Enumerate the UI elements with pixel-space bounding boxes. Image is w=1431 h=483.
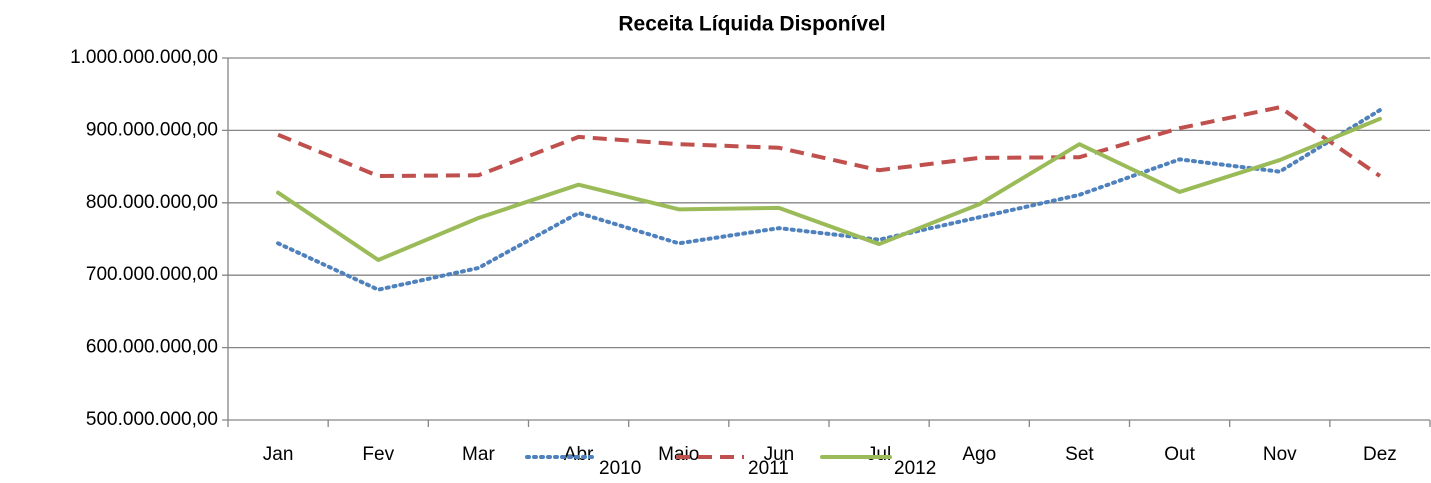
series-line <box>277 105 1382 179</box>
x-tick-label: Maio <box>658 444 699 465</box>
x-tick-label: Fev <box>362 444 394 465</box>
y-tick-label: 800.000.000,00 <box>86 192 218 213</box>
y-tick-label: 700.000.000,00 <box>86 264 218 285</box>
legend-label: 2012 <box>894 458 936 479</box>
chart-title: Receita Líquida Disponível <box>618 13 885 36</box>
y-tick-label: 600.000.000,00 <box>86 337 218 358</box>
x-tick-label: Nov <box>1263 444 1297 465</box>
y-tick-label: 1.000.000.000,00 <box>70 47 218 68</box>
y-tick-label: 900.000.000,00 <box>86 119 218 140</box>
x-tick-label: Abr <box>564 444 594 465</box>
legend-label: 2010 <box>599 458 641 479</box>
legend-label: 2011 <box>748 458 789 479</box>
x-tick-label: Jan <box>263 444 294 465</box>
x-tick-label: Ago <box>962 444 996 465</box>
x-tick-label: Jun <box>764 444 795 465</box>
y-tick-label: 500.000.000,00 <box>86 409 218 430</box>
x-tick-label: Dez <box>1363 444 1397 465</box>
x-tick-label: Out <box>1164 444 1195 465</box>
series-line <box>276 116 1382 262</box>
x-tick-label: Jul <box>867 444 891 465</box>
x-tick-label: Set <box>1065 444 1094 465</box>
x-tick-label: Mar <box>462 444 495 465</box>
series-line <box>276 108 1382 292</box>
